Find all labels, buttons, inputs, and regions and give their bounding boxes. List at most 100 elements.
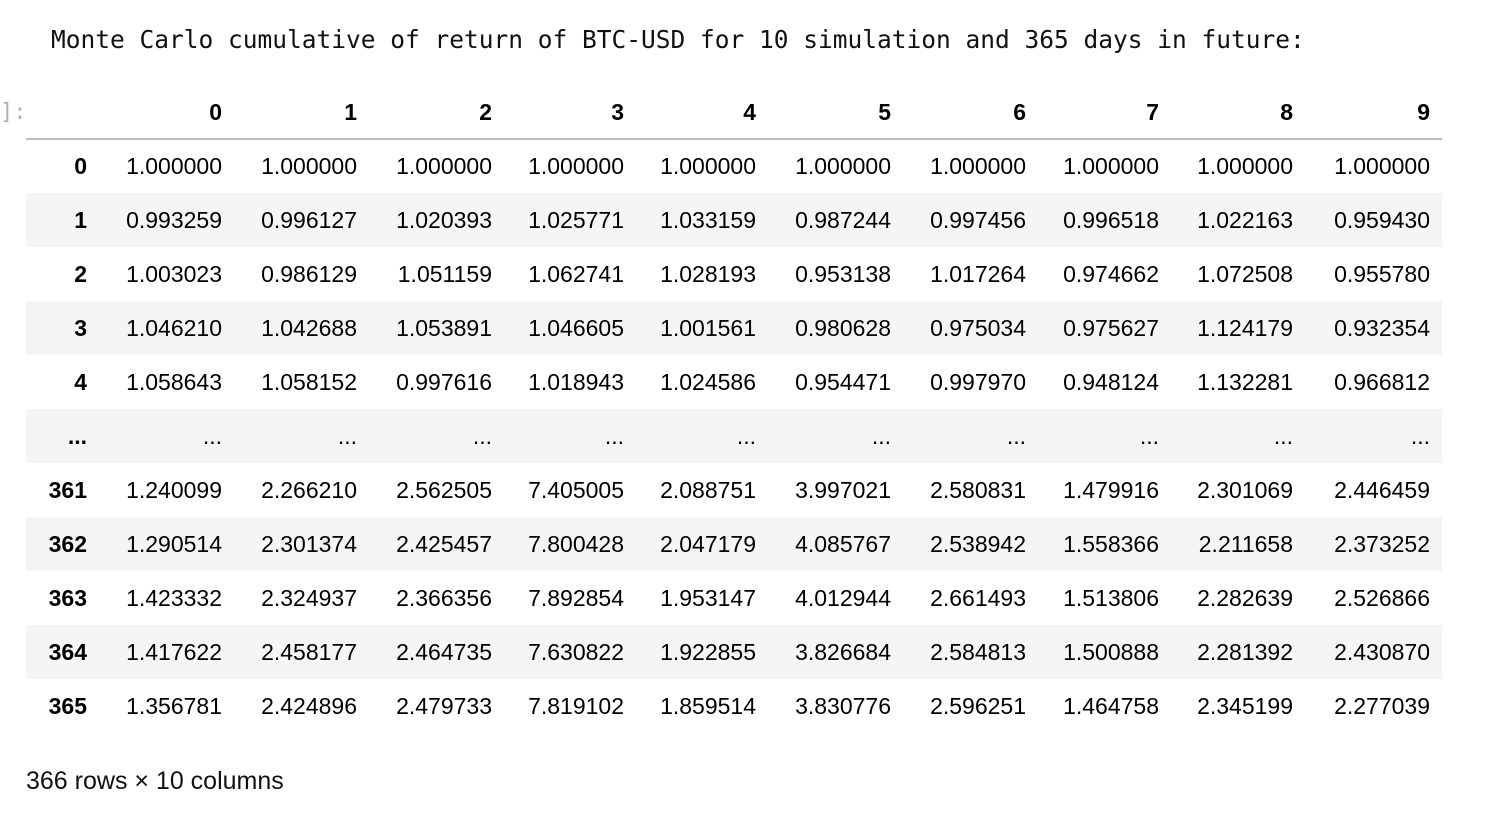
- table-cell: 1.022163: [1197, 206, 1293, 233]
- table-cell: 0.997456: [930, 206, 1026, 233]
- table-row: 362 1.290514 2.301374 2.425457 7.800428 2.047…: [26, 517, 1442, 571]
- table-cell: 2.088751: [660, 476, 756, 503]
- column-header: 6: [903, 86, 1038, 140]
- table-cell: 1.000000: [261, 153, 357, 179]
- table-cell: 1.500888: [1063, 638, 1159, 665]
- table-cell: 0.975627: [1063, 314, 1159, 341]
- table-cell: 0.948124: [1063, 368, 1159, 395]
- table-cell: 0.959430: [1334, 206, 1430, 233]
- table-cell: ...: [1006, 422, 1026, 449]
- table-cell: 0.932354: [1334, 314, 1430, 341]
- table-cell: 1.000000: [1063, 153, 1159, 179]
- table-row: 364 1.417622 2.458177 2.464735 7.630822 1.922…: [26, 625, 1442, 679]
- column-header: 8: [1171, 86, 1305, 140]
- table-cell: 0.986129: [261, 260, 357, 287]
- table-cell: 1.053891: [396, 314, 492, 341]
- table-cell: 0.997970: [930, 368, 1026, 395]
- table-cell: 1.558366: [1063, 530, 1159, 557]
- table-cell: 2.211658: [1198, 530, 1293, 557]
- table-cell: 7.800428: [528, 530, 624, 557]
- column-header: 2: [369, 86, 504, 140]
- table-cell: 2.584813: [930, 638, 1026, 665]
- row-index: 2: [74, 260, 87, 287]
- table-cell: 1.046605: [528, 314, 624, 341]
- table-cell: 1.000000: [1197, 153, 1293, 179]
- ellipsis-row: .................................: [26, 409, 1442, 463]
- column-header: 5: [768, 86, 903, 140]
- table-cell: 1.003023: [126, 260, 222, 287]
- table-row: 4 1.058643 1.058152 0.997616 1.018943 1.02458…: [26, 355, 1442, 409]
- table-cell: 1.000000: [795, 153, 891, 179]
- row-index: 0: [74, 153, 87, 179]
- table-cell: ...: [202, 422, 222, 449]
- row-index: 3: [74, 314, 87, 341]
- table-cell: 0.974662: [1063, 260, 1159, 287]
- table-cell: 0.966812: [1334, 368, 1430, 395]
- column-header: 0: [99, 86, 234, 140]
- column-header: 1: [234, 86, 369, 140]
- index-header: [26, 86, 99, 140]
- table-cell: 2.661493: [930, 584, 1026, 611]
- table-cell: 1.356781: [126, 692, 222, 719]
- table-cell: 1.001561: [660, 314, 756, 341]
- table-cell: ...: [871, 422, 891, 449]
- table-cell: 2.562505: [396, 476, 492, 503]
- table-cell: 1.417622: [126, 638, 222, 665]
- table-cell: 1.464758: [1063, 692, 1159, 719]
- table-cell: 1.042688: [261, 314, 357, 341]
- table-cell: ...: [1273, 422, 1293, 449]
- table-cell: 2.479733: [396, 692, 492, 719]
- table-cell: 1.240099: [126, 476, 222, 503]
- table-cell: 1.020393: [396, 206, 492, 233]
- table-cell: ...: [1410, 422, 1430, 449]
- dataframe-shape-label: 366 rows × 10 columns: [26, 767, 284, 795]
- row-index: 364: [48, 638, 87, 665]
- table-cell: 1.072508: [1197, 260, 1293, 287]
- table-cell: 1.859514: [660, 692, 756, 719]
- table-cell: 2.047179: [660, 530, 756, 557]
- table-cell: 2.373252: [1334, 530, 1430, 557]
- table-cell: 2.282639: [1197, 584, 1293, 611]
- table-cell: 1.922855: [660, 638, 756, 665]
- column-header: 7: [1038, 86, 1171, 140]
- table-row: 3 1.046210 1.042688 1.053891 1.046605 1.00156…: [26, 301, 1442, 355]
- stdout-text: Monte Carlo cumulative of return of BTC-…: [51, 25, 1305, 54]
- table-cell: 0.997616: [396, 368, 492, 395]
- table-cell: ...: [604, 422, 624, 449]
- table-cell: 2.580831: [930, 476, 1026, 503]
- table-cell: 0.996518: [1063, 206, 1159, 233]
- table-cell: 7.892854: [528, 584, 624, 611]
- table-cell: 1.028193: [660, 260, 756, 287]
- table-cell: 1.025771: [528, 206, 624, 233]
- table-cell: 2.464735: [396, 638, 492, 665]
- table-cell: 1.000000: [930, 153, 1026, 179]
- table-cell: 2.538942: [930, 530, 1026, 557]
- table-cell: 1.000000: [1334, 153, 1430, 179]
- table-cell: 2.345199: [1197, 692, 1293, 719]
- table-cell: 2.277039: [1334, 692, 1430, 719]
- table-cell: 7.630822: [528, 638, 624, 665]
- table-cell: 1.124179: [1197, 314, 1293, 341]
- table-cell: 1.000000: [396, 153, 492, 179]
- column-header: 4: [636, 86, 768, 140]
- table-cell: 1.017264: [930, 260, 1026, 287]
- table-cell: 1.018943: [528, 368, 624, 395]
- table-cell: 0.993259: [126, 206, 222, 233]
- table-cell: 2.266210: [261, 476, 357, 503]
- table-cell: 2.366356: [396, 584, 492, 611]
- table-row: 1 0.993259 0.996127 1.020393 1.025771 1.03315…: [26, 193, 1442, 247]
- table-cell: 4.012944: [795, 584, 891, 611]
- table-cell: 2.301374: [261, 530, 357, 557]
- table-cell: 1.058152: [261, 368, 357, 395]
- cell-output-prompt: ]:: [0, 100, 27, 125]
- table-cell: 1.132281: [1197, 368, 1293, 395]
- table-cell: 1.024586: [660, 368, 756, 395]
- table-cell: 2.425457: [396, 530, 492, 557]
- table-cell: ...: [472, 422, 492, 449]
- table-cell: 7.819102: [528, 692, 624, 719]
- row-index: 363: [48, 584, 87, 611]
- row-index: 1: [74, 206, 87, 233]
